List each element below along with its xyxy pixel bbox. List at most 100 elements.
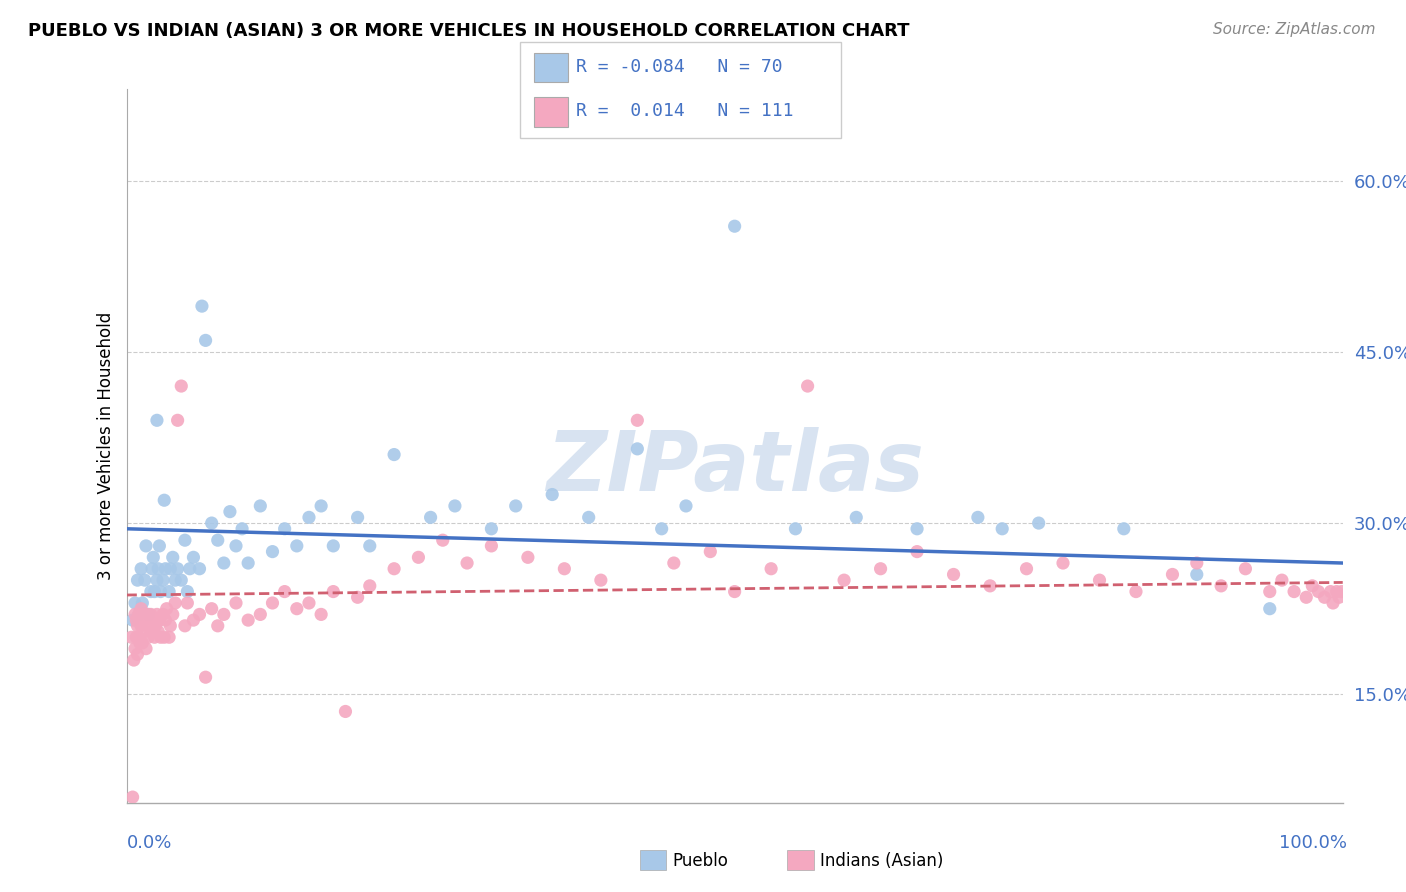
Point — [262, 596, 284, 610]
Point — [129, 619, 152, 633]
Point — [131, 596, 153, 610]
Point — [832, 573, 855, 587]
Point — [626, 442, 648, 456]
Point — [359, 579, 381, 593]
Point — [188, 607, 211, 622]
Point — [1088, 573, 1111, 587]
Point — [991, 522, 1014, 536]
Text: Source: ZipAtlas.com: Source: ZipAtlas.com — [1212, 22, 1375, 37]
Point — [153, 630, 176, 644]
Text: Indians (Asian): Indians (Asian) — [820, 852, 943, 870]
Point — [1112, 522, 1135, 536]
Point — [236, 556, 259, 570]
Point — [1330, 584, 1353, 599]
Point — [135, 539, 157, 553]
Point — [127, 648, 149, 662]
Point — [134, 613, 156, 627]
Point — [1125, 584, 1147, 599]
Point — [162, 550, 184, 565]
Point — [155, 562, 177, 576]
Point — [249, 607, 271, 622]
Point — [1313, 591, 1336, 605]
Point — [444, 499, 467, 513]
Point — [152, 607, 174, 622]
Point — [249, 499, 271, 513]
Point — [165, 596, 187, 610]
Point — [723, 584, 745, 599]
Point — [1185, 567, 1208, 582]
Point — [219, 505, 242, 519]
Point — [1211, 579, 1233, 593]
Point — [135, 641, 157, 656]
Point — [124, 641, 146, 656]
Point — [125, 613, 148, 627]
Point — [165, 573, 187, 587]
Point — [194, 334, 217, 348]
Point — [159, 562, 181, 576]
Point — [675, 499, 697, 513]
Point — [1258, 601, 1281, 615]
Point — [152, 573, 174, 587]
Point — [174, 533, 197, 548]
Point — [298, 596, 321, 610]
Point — [145, 619, 167, 633]
Point — [1301, 579, 1323, 593]
Point — [699, 544, 721, 558]
Text: Pueblo: Pueblo — [672, 852, 728, 870]
Point — [143, 630, 166, 644]
Point — [183, 613, 205, 627]
Point — [262, 544, 284, 558]
Point — [139, 584, 162, 599]
Point — [212, 607, 235, 622]
Point — [170, 379, 193, 393]
Point — [120, 630, 142, 644]
Point — [127, 573, 149, 587]
Point — [322, 539, 344, 553]
Point — [382, 448, 405, 462]
Point — [146, 624, 169, 639]
Point — [942, 567, 965, 582]
Point — [408, 550, 430, 565]
Point — [142, 550, 165, 565]
Point — [273, 522, 295, 536]
Point — [146, 562, 169, 576]
Point — [188, 562, 211, 576]
Point — [505, 499, 527, 513]
Point — [1052, 556, 1074, 570]
Point — [166, 413, 188, 427]
Point — [382, 562, 405, 576]
Point — [1322, 596, 1344, 610]
Point — [179, 562, 201, 576]
Point — [225, 596, 247, 610]
Point — [138, 630, 160, 644]
Point — [157, 584, 180, 599]
Point — [419, 510, 441, 524]
Point — [225, 539, 247, 553]
Point — [905, 544, 928, 558]
Point — [1327, 591, 1350, 605]
Point — [1308, 584, 1330, 599]
Point — [174, 619, 197, 633]
Point — [516, 550, 538, 565]
Point — [285, 539, 308, 553]
Point — [129, 601, 152, 615]
Point — [155, 613, 177, 627]
Point — [285, 601, 308, 615]
Point — [236, 613, 259, 627]
Point — [481, 522, 503, 536]
Point — [139, 607, 162, 622]
Point — [138, 607, 160, 622]
Y-axis label: 3 or more Vehicles in Household: 3 or more Vehicles in Household — [97, 312, 115, 580]
Point — [979, 579, 1001, 593]
Point — [309, 607, 332, 622]
Point — [176, 596, 198, 610]
Point — [553, 562, 575, 576]
Point — [132, 607, 155, 622]
Point — [432, 533, 454, 548]
Point — [335, 705, 357, 719]
Point — [578, 510, 600, 524]
Text: PUEBLO VS INDIAN (ASIAN) 3 OR MORE VEHICLES IN HOUSEHOLD CORRELATION CHART: PUEBLO VS INDIAN (ASIAN) 3 OR MORE VEHIC… — [28, 22, 910, 40]
Point — [166, 562, 188, 576]
Text: 100.0%: 100.0% — [1279, 834, 1347, 852]
Point — [146, 573, 169, 587]
